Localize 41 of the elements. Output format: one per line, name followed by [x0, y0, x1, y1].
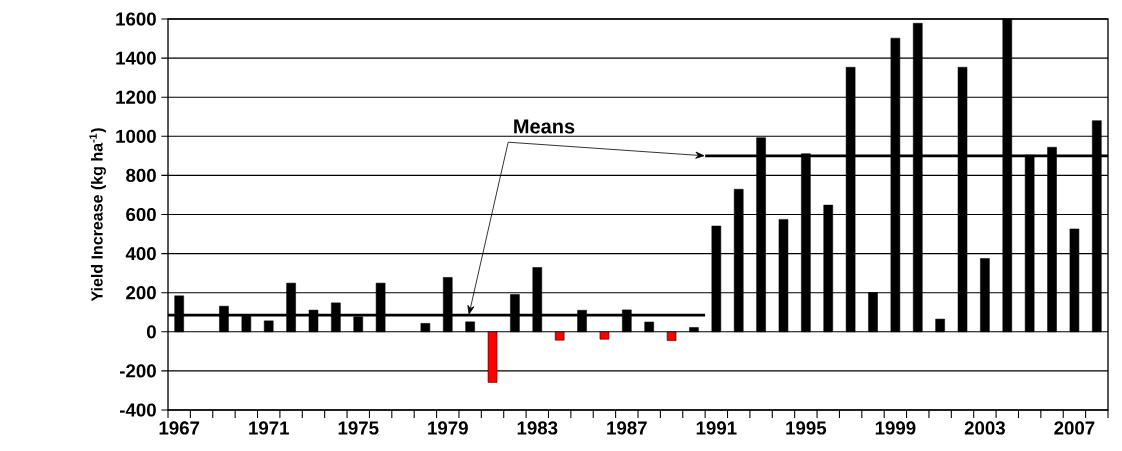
x-tick-label: 2003 [964, 421, 1005, 435]
x-tick-label: 1987 [607, 421, 647, 435]
y-tick-label: 200 [126, 286, 156, 300]
bar [487, 331, 498, 383]
bar [1069, 228, 1080, 333]
y-tick-label: 0 [146, 325, 156, 339]
bar [868, 292, 878, 333]
y-tick-label: -200 [120, 364, 156, 378]
bar [644, 321, 654, 333]
y-tick-label: 1400 [116, 51, 156, 65]
bar [711, 225, 722, 333]
bar [935, 318, 945, 333]
x-tick-label: 1983 [517, 421, 558, 435]
bar [554, 331, 565, 341]
x-tick-label: 1979 [428, 421, 468, 435]
y-tick-label: 1600 [116, 12, 156, 26]
bar [666, 331, 677, 341]
y-tick-label: 1200 [116, 90, 156, 104]
x-tick-label: 1995 [786, 421, 827, 435]
bar [263, 320, 274, 333]
y-tick-label: 800 [126, 168, 156, 183]
y-tick-label: -400 [120, 403, 156, 417]
bar [733, 189, 744, 333]
x-tick-label: 1999 [875, 421, 916, 435]
x-tick-label: 1975 [338, 421, 379, 435]
bar [465, 321, 475, 333]
y-axis-title: Yield Increase (kg ha$^{-1}$) [89, 128, 106, 302]
bar [823, 204, 834, 333]
x-tick-label: 2007 [1054, 421, 1095, 435]
annotation: Means [514, 119, 575, 134]
bar [689, 327, 699, 333]
x-tick-label: 1967 [159, 421, 200, 435]
x-tick-label: 1991 [696, 421, 737, 435]
y-tick-label: 1000 [116, 129, 156, 143]
y-tick-label: 600 [126, 207, 156, 222]
bar [778, 219, 789, 333]
y-tick-label: 400 [125, 246, 156, 261]
bar [420, 323, 431, 333]
bar [599, 331, 610, 340]
x-tick-label: 1971 [249, 421, 289, 435]
bar [980, 258, 990, 333]
